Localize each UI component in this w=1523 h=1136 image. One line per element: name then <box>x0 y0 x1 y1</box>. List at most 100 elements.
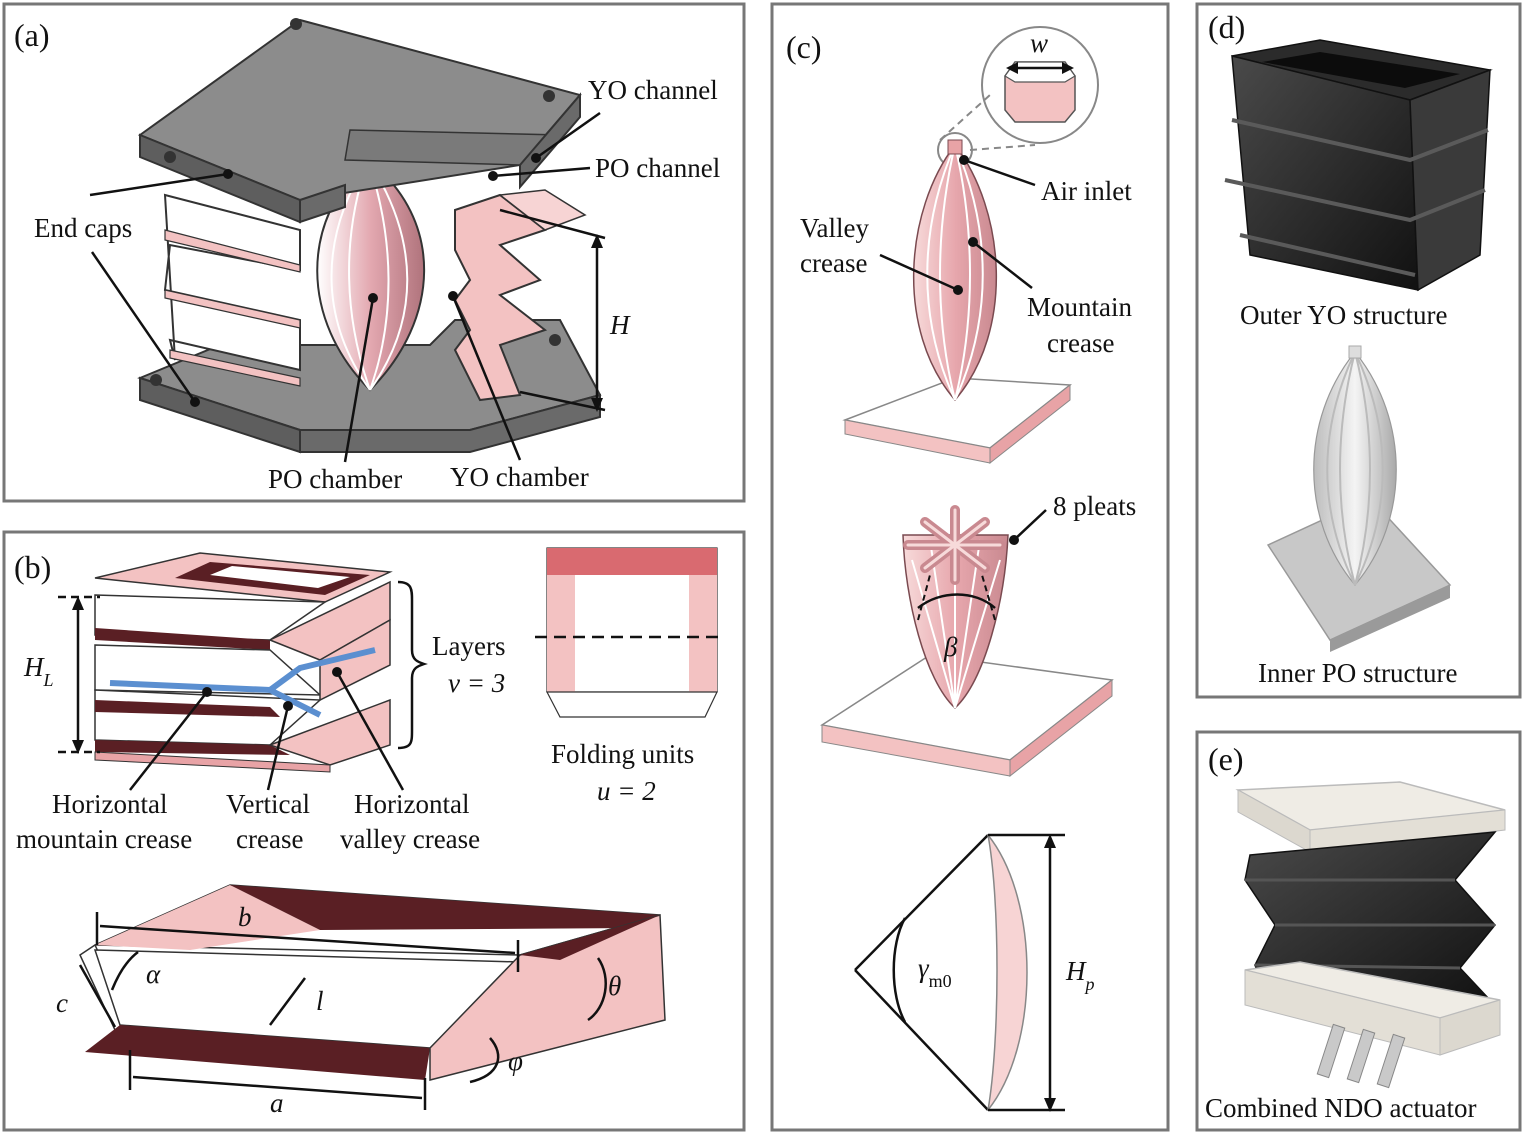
label-valley-1: Valley <box>800 213 869 243</box>
layers-brace <box>397 580 428 750</box>
dim-c-arrow <box>78 964 117 1028</box>
vertical-crease-line <box>268 687 322 718</box>
label-vc-1: Vertical <box>226 789 310 819</box>
cap-hole <box>150 374 162 386</box>
leader-yo-channel <box>535 111 601 160</box>
leader-dot <box>223 169 233 179</box>
panel-a-drawing: YO channel PO channel End caps H PO cham… <box>34 18 720 494</box>
profile-line-top <box>854 834 989 971</box>
unit-top-maroon <box>230 885 660 930</box>
outer-yo-folds <box>1224 118 1489 277</box>
label-hmc-2: mountain crease <box>16 824 192 854</box>
panel-a-frame <box>2 2 746 503</box>
arrow-head <box>1044 834 1056 848</box>
panel-e-tag: (e) <box>1208 741 1244 777</box>
dim-l-arrow <box>268 977 307 1026</box>
po-folded-pleats <box>911 530 1001 709</box>
beta-guide <box>917 574 931 621</box>
label-alpha: α <box>146 959 161 989</box>
bellow-layer-4-band <box>95 740 290 755</box>
label-beta: β <box>943 632 958 662</box>
folding-unit-top <box>547 548 717 575</box>
label-po-channel: PO channel <box>595 153 720 183</box>
arrow-head <box>591 234 603 248</box>
actuator-bottom-cap-side2 <box>1439 999 1501 1056</box>
outer-yo-hole <box>1262 52 1460 88</box>
profile-lens <box>987 834 1028 1111</box>
yo-bellow-right <box>453 193 548 402</box>
po-inflated <box>913 143 997 402</box>
arrow-head <box>1044 1098 1056 1112</box>
label-width: w <box>1030 28 1048 58</box>
angle-theta-arc <box>587 957 607 1022</box>
panel-c-tag: (c) <box>786 29 822 65</box>
angle-phi-arc <box>469 1037 500 1084</box>
horizontal-valley-crease-line <box>109 647 376 694</box>
leader-dot <box>959 155 969 165</box>
leader-dot <box>448 291 458 301</box>
actuator-top-cap-side2 <box>1309 809 1506 853</box>
label-hvc-1: Horizontal <box>354 789 469 819</box>
leader-dot <box>968 237 978 247</box>
dim-a-arrow <box>132 1075 423 1100</box>
label-air-inlet: Air inlet <box>1041 176 1132 206</box>
bellow-top-hole-inner <box>210 566 350 588</box>
label-po-chamber: PO chamber <box>268 464 402 494</box>
beta-guide <box>981 574 996 621</box>
leader-mountain <box>972 241 1033 289</box>
label-dim-c: c <box>56 988 68 1018</box>
leader-dot <box>283 701 293 711</box>
po-inlet-tube <box>947 139 963 155</box>
arrow-head <box>72 596 84 610</box>
dim-b-arrow <box>99 924 516 955</box>
label-gamma: γm0 <box>918 953 952 991</box>
inset-leader <box>939 94 991 141</box>
leader-dot <box>332 667 342 677</box>
yo-bellow-left-pink3 <box>169 349 301 387</box>
top-end-cap-side2 <box>299 183 346 224</box>
actuator-tubes <box>1316 1023 1406 1089</box>
label-layer-height: HL <box>23 652 54 690</box>
arrow-head <box>1006 62 1018 74</box>
po-chamber-pleat-lines <box>330 159 409 391</box>
leader-yo-chamber <box>451 295 522 461</box>
panel-b-drawing: HL Layers v = 3 Folding units u = 2 Hori… <box>16 547 722 1118</box>
bellow-layer-3-band <box>95 700 280 717</box>
label-dim-l: l <box>316 986 324 1016</box>
leader-dot <box>488 171 498 181</box>
label-vc-2: crease <box>236 824 303 854</box>
label-inner-po: Inner PO structure <box>1258 658 1457 688</box>
panel-d-frame <box>1195 2 1522 699</box>
yo-bellow-left-pink2 <box>164 289 301 329</box>
inset-leader <box>969 144 1036 151</box>
label-mountain-2: crease <box>1047 328 1114 358</box>
label-folding-units-eq: u = 2 <box>597 776 656 806</box>
height-ext-bottom <box>519 390 606 412</box>
base-plate-2-side2 <box>1009 678 1113 778</box>
unit-right-inner <box>520 915 660 960</box>
panel-a-tag: (a) <box>14 17 50 53</box>
leader-hmc <box>129 691 208 791</box>
yo-bellow-left-pink1 <box>164 229 301 273</box>
leader-dot <box>368 293 378 303</box>
panel-b-frame <box>2 530 746 1132</box>
panel-d-drawing: Outer YO structure Inner PO structure <box>1224 39 1493 688</box>
panel-c-frame <box>770 2 1170 1132</box>
leader-end-cap-bottom <box>90 251 197 403</box>
label-phi: φ <box>508 1046 523 1076</box>
cap-hole <box>164 151 176 163</box>
angle-alpha-arc <box>110 951 139 991</box>
po-folded-star-hl <box>906 508 1002 582</box>
label-outer-yo: Outer YO structure <box>1240 300 1447 330</box>
inner-po-inlet <box>1348 345 1362 359</box>
panel-d-tag: (d) <box>1208 9 1245 45</box>
label-height: H <box>609 310 631 340</box>
leader-hvc <box>335 671 405 791</box>
label-hmc-1: Horizontal <box>52 789 167 819</box>
label-theta: θ <box>608 971 621 1001</box>
base-plate-1-side2 <box>989 383 1071 465</box>
label-pleats: 8 pleats <box>1053 491 1136 521</box>
folding-unit-left <box>547 575 575 692</box>
label-folding-units: Folding units <box>551 739 694 769</box>
